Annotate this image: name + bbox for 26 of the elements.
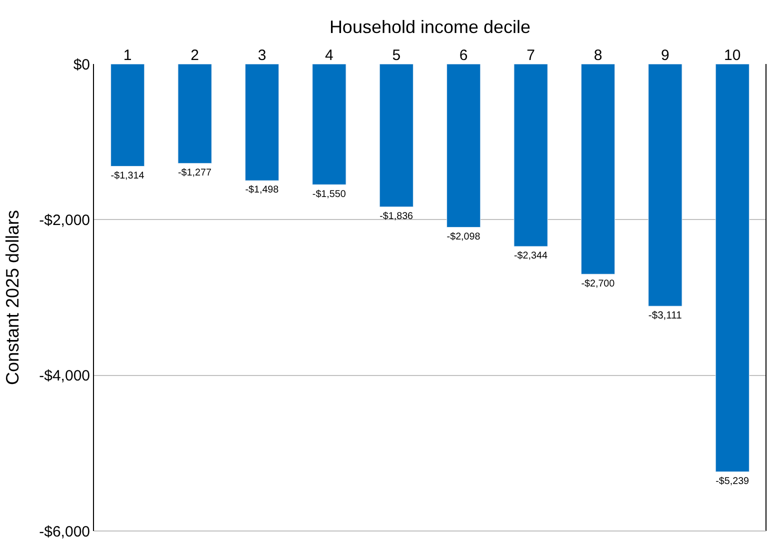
x-tick-label: 9 <box>661 47 670 64</box>
y-tick-label: $0 <box>73 56 90 74</box>
x-tick-label: 1 <box>123 47 132 64</box>
data-label: -$1,314 <box>110 170 145 182</box>
data-label: -$1,277 <box>178 168 212 179</box>
x-axis-title: Household income decile <box>329 17 531 38</box>
data-label: -$2,098 <box>446 231 481 242</box>
data-label: -$1,550 <box>312 188 346 200</box>
data-label: -$2,344 <box>514 250 548 262</box>
data-label: -$1,836 <box>380 211 414 222</box>
y-axis-title: Constant 2025 dollars <box>2 210 22 386</box>
y-tick-label: -$2,000 <box>39 212 90 229</box>
x-tick-label: 2 <box>190 47 199 64</box>
x-tick-label: 8 <box>594 47 602 64</box>
x-tick-label: 7 <box>526 47 535 64</box>
y-tick-label: -$4,000 <box>39 368 90 385</box>
data-label: -$2,700 <box>581 278 616 290</box>
x-tick-label: 5 <box>392 47 401 64</box>
data-label: -$5,239 <box>716 476 750 487</box>
x-tick-label: 4 <box>325 47 334 64</box>
x-tick-label: 10 <box>724 47 741 64</box>
y-tick-label: -$6,000 <box>39 523 90 540</box>
x-tick-label: 3 <box>258 47 266 64</box>
data-label: -$1,498 <box>245 184 280 196</box>
x-tick-label: 6 <box>459 47 468 64</box>
data-label: -$3,111 <box>648 310 682 322</box>
